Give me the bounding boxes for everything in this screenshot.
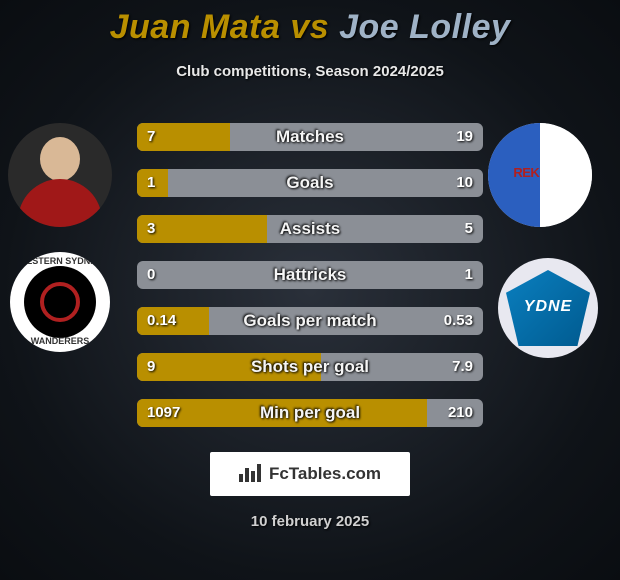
player1-club-text-bottom: WANDERERS [10,336,110,346]
stat-label: Min per goal [137,395,483,431]
footer-logo-chart-icon [239,462,261,487]
stat-row: 719Matches [137,119,483,155]
title-player1: Juan Mata [110,8,281,46]
player2-jersey-text: REKORD [488,165,592,180]
stat-row: 1097210Min per goal [137,395,483,431]
stat-label: Goals per match [137,303,483,339]
footer-logo-text: FcTables.com [269,464,381,484]
player1-club-ring-icon [40,282,80,322]
stat-row: 01Hattricks [137,257,483,293]
player2-avatar: REKORD [488,123,592,227]
footer-logo: FcTables.com [210,452,410,496]
stat-label: Hattricks [137,257,483,293]
player1-club-badge: WESTERN SYDNEY WANDERERS [10,252,110,352]
stat-label: Goals [137,165,483,201]
stat-row: 35Assists [137,211,483,247]
player1-club-text-top: WESTERN SYDNEY [10,256,110,266]
stat-label: Matches [137,119,483,155]
title: Juan Mata vs Joe Lolley [0,0,620,47]
player1-avatar [8,123,112,227]
footer-date: 10 february 2025 [0,513,620,530]
stat-row: 0.140.53Goals per match [137,303,483,339]
comparison-card: Juan Mata vs Joe Lolley Club competition… [0,0,620,580]
stat-row: 97.9Shots per goal [137,349,483,385]
title-vs: vs [290,8,329,46]
player1-club-inner [24,266,96,338]
title-player2: Joe Lolley [339,8,510,46]
stat-row: 110Goals [137,165,483,201]
player2-club-text: YDNE [498,298,598,316]
stats-container: 719Matches 110Goals 35Assists 01Hattricks 0.… [137,119,483,441]
stat-label: Shots per goal [137,349,483,385]
stat-label: Assists [137,211,483,247]
subtitle: Club competitions, Season 2024/2025 [0,63,620,80]
player2-club-badge: YDNE [498,258,598,358]
